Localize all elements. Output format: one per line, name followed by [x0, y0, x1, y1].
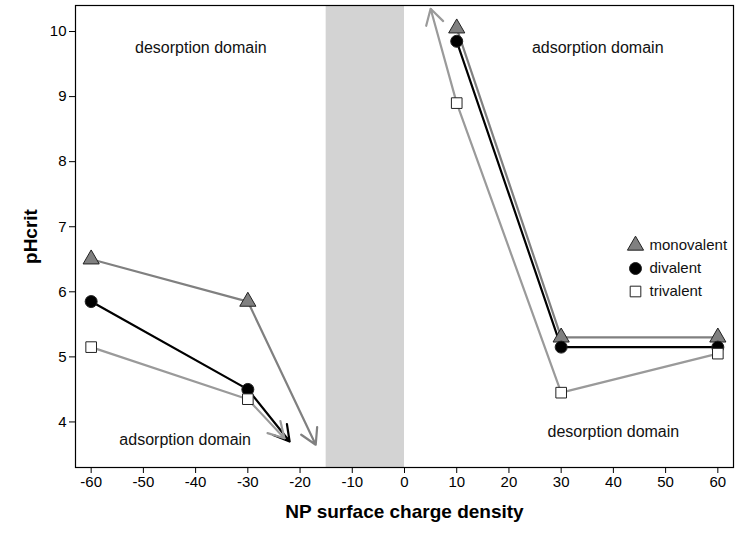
svg-text:20: 20	[501, 473, 518, 490]
svg-text:6: 6	[58, 283, 66, 300]
svg-text:NP surface charge density: NP surface charge density	[285, 501, 524, 522]
svg-text:30: 30	[553, 473, 570, 490]
svg-text:40: 40	[605, 473, 622, 490]
svg-text:10: 10	[50, 22, 67, 39]
svg-text:-40: -40	[185, 473, 207, 490]
svg-text:5: 5	[58, 348, 66, 365]
svg-text:monovalent: monovalent	[650, 236, 728, 253]
svg-text:pHcrit: pHcrit	[20, 208, 41, 264]
svg-text:50: 50	[657, 473, 674, 490]
svg-text:4: 4	[58, 413, 66, 430]
svg-text:adsorption domain: adsorption domain	[119, 431, 251, 448]
svg-text:desorption domain: desorption domain	[135, 39, 267, 56]
svg-text:-60: -60	[80, 473, 102, 490]
svg-text:adsorption domain: adsorption domain	[532, 39, 664, 56]
svg-text:10: 10	[448, 473, 465, 490]
svg-text:8: 8	[58, 152, 66, 169]
svg-text:-50: -50	[133, 473, 155, 490]
svg-text:0: 0	[400, 473, 408, 490]
svg-text:divalent: divalent	[650, 259, 703, 276]
svg-text:-10: -10	[341, 473, 363, 490]
svg-text:trivalent: trivalent	[650, 282, 703, 299]
svg-text:desorption domain: desorption domain	[548, 423, 680, 440]
svg-text:-20: -20	[289, 473, 311, 490]
svg-text:9: 9	[58, 87, 66, 104]
svg-text:-30: -30	[237, 473, 259, 490]
svg-text:7: 7	[58, 218, 66, 235]
svg-text:60: 60	[709, 473, 726, 490]
